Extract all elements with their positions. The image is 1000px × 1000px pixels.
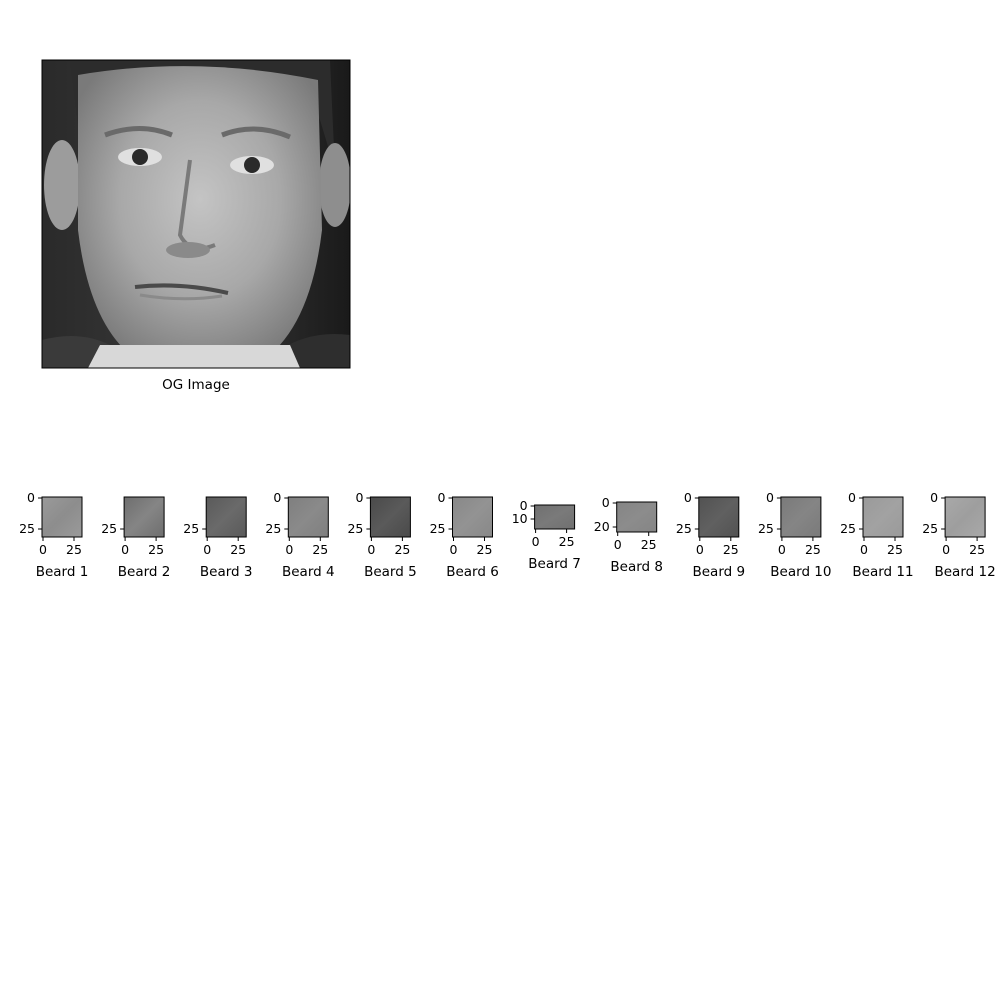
crop-image	[205, 496, 247, 538]
x-tick-label: 25	[66, 542, 82, 557]
main-image-label: OG Image	[162, 377, 230, 393]
x-tick-label: 0	[367, 542, 375, 557]
crop-panel: 0 25 0 25 Beard 4	[265, 490, 334, 580]
crop-image	[780, 496, 822, 538]
x-tick-label: 0	[860, 542, 868, 557]
crop-label: Beard 2	[118, 564, 171, 580]
x-tick-label: 0	[285, 542, 293, 557]
x-tick-label: 25	[887, 542, 903, 557]
x-tick-label: 0	[121, 542, 129, 557]
crop-panel: 0 25 0 25 Beard 10	[758, 490, 832, 580]
y-tick-label: 10	[512, 511, 528, 526]
y-tick-label: 20	[594, 519, 610, 534]
x-tick-label: 0	[942, 542, 950, 557]
y-tick-label: 0	[273, 490, 281, 505]
x-tick-label: 25	[559, 534, 575, 549]
x-tick-label: 0	[532, 534, 540, 549]
crop-label: Beard 8	[610, 559, 663, 575]
crop-panel: 0 25 0 25 Beard 9	[676, 490, 745, 580]
y-tick-label: 0	[438, 490, 446, 505]
crop-image	[287, 496, 329, 538]
crop-panel: 0 25 0 25 Beard 11	[840, 490, 914, 580]
x-tick-label: 25	[477, 542, 493, 557]
crop-panel: 0 25 0 25 Beard 5	[347, 490, 416, 580]
crop-panel: 0 25 0 25 Beard 6	[430, 490, 499, 580]
crop-image	[534, 504, 576, 530]
y-tick-label: 25	[840, 521, 856, 536]
y-tick-label: 25	[430, 521, 446, 536]
x-tick-label: 0	[614, 537, 622, 552]
y-tick-label: 25	[265, 521, 281, 536]
x-tick-label: 0	[778, 542, 786, 557]
crop-label: Beard 1	[36, 564, 89, 580]
y-tick-label: 25	[183, 521, 199, 536]
x-tick-label: 25	[312, 542, 328, 557]
y-tick-label: 25	[101, 521, 117, 536]
x-tick-label: 25	[969, 542, 985, 557]
y-tick-label: 0	[602, 495, 610, 510]
x-tick-label: 25	[148, 542, 164, 557]
y-tick-label: 25	[347, 521, 363, 536]
crop-label: Beard 5	[364, 564, 417, 580]
crop-label: Beard 4	[282, 564, 335, 580]
crop-panel: 0 20 0 25 Beard 8	[594, 495, 663, 575]
y-tick-label: 0	[848, 490, 856, 505]
y-tick-label: 0	[520, 498, 528, 513]
x-tick-label: 25	[805, 542, 821, 557]
y-tick-label: 25	[19, 521, 35, 536]
x-tick-label: 25	[723, 542, 739, 557]
main-image-frame	[41, 59, 351, 369]
crop-image	[698, 496, 740, 538]
y-tick-label: 25	[922, 521, 938, 536]
face-photo-icon	[42, 60, 350, 368]
crop-image	[123, 496, 165, 538]
y-tick-label: 0	[930, 490, 938, 505]
crop-label: Beard 11	[852, 564, 913, 580]
crop-image	[452, 496, 493, 538]
x-tick-label: 0	[696, 542, 704, 557]
y-tick-label: 0	[355, 490, 363, 505]
x-tick-label: 0	[203, 542, 211, 557]
y-tick-label: 25	[758, 521, 774, 536]
y-tick-label: 0	[684, 490, 692, 505]
x-tick-label: 0	[39, 542, 47, 557]
crop-label: Beard 10	[770, 564, 831, 580]
crop-label: Beard 3	[200, 564, 253, 580]
crop-image	[369, 496, 411, 538]
main-image-panel: OG Image	[41, 59, 351, 393]
x-tick-label: 25	[394, 542, 410, 557]
crop-panel: 0 25 0 25 Beard 12	[922, 490, 996, 580]
crop-image	[41, 496, 83, 538]
crop-panel: 25 0 25 Beard 3	[183, 496, 253, 580]
crop-image	[616, 501, 658, 533]
y-tick-label: 0	[766, 490, 774, 505]
crop-panel: 0 25 0 25 Beard 1	[19, 490, 88, 580]
x-tick-label: 0	[450, 542, 458, 557]
crop-label: Beard 7	[528, 556, 581, 572]
crop-label: Beard 6	[446, 564, 499, 580]
y-tick-label: 25	[676, 521, 692, 536]
x-tick-label: 25	[230, 542, 246, 557]
crop-image	[944, 496, 986, 538]
crop-image	[862, 496, 904, 538]
x-tick-label: 25	[641, 537, 657, 552]
crop-label: Beard 12	[934, 564, 995, 580]
crop-label: Beard 9	[692, 564, 745, 580]
y-tick-label: 0	[27, 490, 35, 505]
crop-panel: 25 0 25 Beard 2	[101, 496, 171, 580]
